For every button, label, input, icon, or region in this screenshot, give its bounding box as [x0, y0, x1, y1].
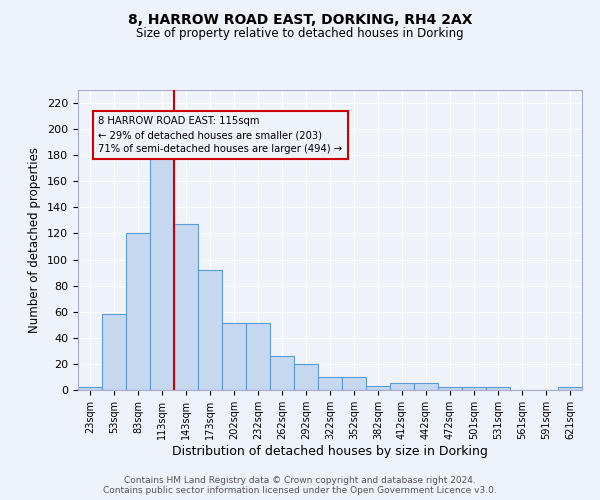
Bar: [222, 324, 246, 390]
Bar: [126, 234, 150, 390]
Bar: [438, 388, 462, 390]
Bar: [294, 364, 318, 390]
Text: Size of property relative to detached houses in Dorking: Size of property relative to detached ho…: [136, 28, 464, 40]
Bar: [78, 388, 102, 390]
Bar: [462, 388, 486, 390]
Text: 8, HARROW ROAD EAST, DORKING, RH4 2AX: 8, HARROW ROAD EAST, DORKING, RH4 2AX: [128, 12, 472, 26]
Bar: [150, 155, 174, 390]
Bar: [174, 224, 198, 390]
Y-axis label: Number of detached properties: Number of detached properties: [28, 147, 41, 333]
Text: Contains HM Land Registry data © Crown copyright and database right 2024.
Contai: Contains HM Land Registry data © Crown c…: [103, 476, 497, 495]
Bar: [366, 386, 390, 390]
Bar: [390, 384, 414, 390]
Bar: [102, 314, 126, 390]
Bar: [558, 388, 582, 390]
Bar: [486, 388, 510, 390]
Bar: [246, 324, 270, 390]
Bar: [342, 377, 366, 390]
Text: 8 HARROW ROAD EAST: 115sqm
← 29% of detached houses are smaller (203)
71% of sem: 8 HARROW ROAD EAST: 115sqm ← 29% of deta…: [98, 116, 343, 154]
Bar: [198, 270, 222, 390]
Bar: [270, 356, 294, 390]
X-axis label: Distribution of detached houses by size in Dorking: Distribution of detached houses by size …: [172, 444, 488, 458]
Bar: [414, 384, 438, 390]
Bar: [318, 377, 342, 390]
